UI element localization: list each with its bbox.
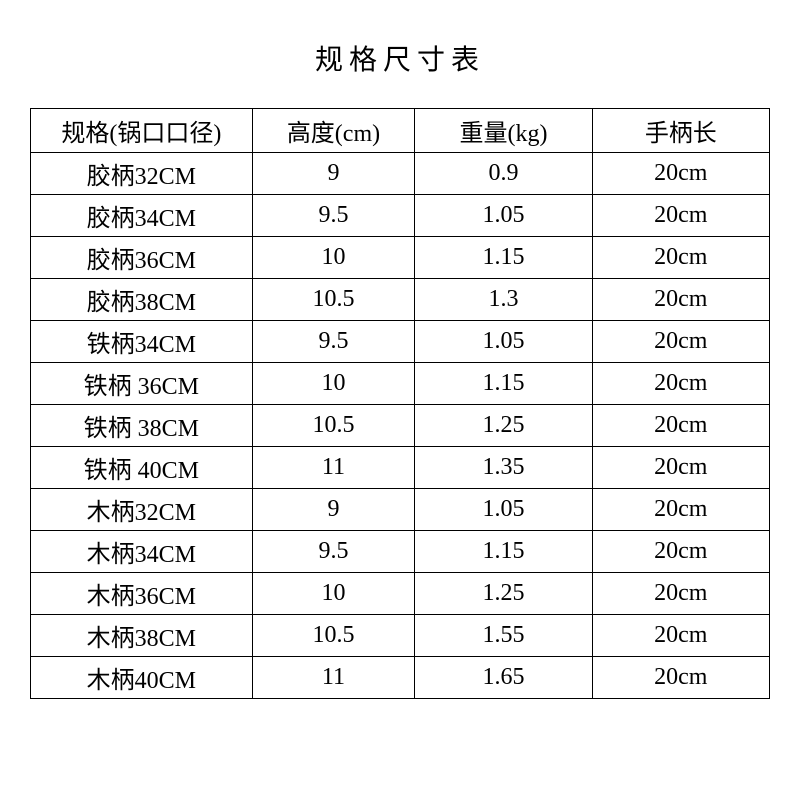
cell-weight: 0.9 [415, 153, 592, 195]
cell-handle: 20cm [592, 657, 769, 699]
cell-handle: 20cm [592, 321, 769, 363]
table-row: 铁柄 36CM 10 1.15 20cm [31, 363, 770, 405]
cell-height: 9.5 [252, 321, 415, 363]
cell-spec: 木柄34CM [31, 531, 253, 573]
page-title: 规格尺寸表 [315, 38, 485, 78]
cell-weight: 1.15 [415, 531, 592, 573]
cell-weight: 1.05 [415, 195, 592, 237]
cell-handle: 20cm [592, 489, 769, 531]
cell-weight: 1.65 [415, 657, 592, 699]
cell-spec: 铁柄 40CM [31, 447, 253, 489]
column-header-weight: 重量(kg) [415, 109, 592, 153]
cell-spec: 胶柄34CM [31, 195, 253, 237]
cell-spec: 木柄38CM [31, 615, 253, 657]
cell-spec: 木柄40CM [31, 657, 253, 699]
cell-height: 10 [252, 237, 415, 279]
cell-spec: 铁柄 38CM [31, 405, 253, 447]
column-header-spec: 规格(锅口口径) [31, 109, 253, 153]
cell-weight: 1.25 [415, 405, 592, 447]
table-row: 铁柄34CM 9.5 1.05 20cm [31, 321, 770, 363]
cell-height: 9 [252, 153, 415, 195]
cell-height: 10 [252, 363, 415, 405]
cell-handle: 20cm [592, 447, 769, 489]
cell-height: 9 [252, 489, 415, 531]
cell-height: 9.5 [252, 531, 415, 573]
cell-handle: 20cm [592, 195, 769, 237]
cell-spec: 胶柄36CM [31, 237, 253, 279]
table-row: 胶柄38CM 10.5 1.3 20cm [31, 279, 770, 321]
table-row: 铁柄 38CM 10.5 1.25 20cm [31, 405, 770, 447]
cell-handle: 20cm [592, 573, 769, 615]
cell-height: 10.5 [252, 405, 415, 447]
cell-weight: 1.15 [415, 363, 592, 405]
cell-height: 9.5 [252, 195, 415, 237]
cell-handle: 20cm [592, 279, 769, 321]
cell-spec: 铁柄 36CM [31, 363, 253, 405]
table-row: 木柄34CM 9.5 1.15 20cm [31, 531, 770, 573]
cell-weight: 1.25 [415, 573, 592, 615]
cell-handle: 20cm [592, 153, 769, 195]
table-row: 胶柄32CM 9 0.9 20cm [31, 153, 770, 195]
cell-spec: 木柄36CM [31, 573, 253, 615]
cell-handle: 20cm [592, 405, 769, 447]
cell-spec: 胶柄32CM [31, 153, 253, 195]
column-header-handle: 手柄长 [592, 109, 769, 153]
cell-handle: 20cm [592, 615, 769, 657]
column-header-height: 高度(cm) [252, 109, 415, 153]
table-row: 木柄40CM 11 1.65 20cm [31, 657, 770, 699]
cell-weight: 1.55 [415, 615, 592, 657]
cell-handle: 20cm [592, 237, 769, 279]
cell-height: 11 [252, 447, 415, 489]
cell-weight: 1.15 [415, 237, 592, 279]
cell-spec: 铁柄34CM [31, 321, 253, 363]
cell-height: 10.5 [252, 279, 415, 321]
cell-height: 10.5 [252, 615, 415, 657]
table-header-row: 规格(锅口口径) 高度(cm) 重量(kg) 手柄长 [31, 109, 770, 153]
cell-weight: 1.05 [415, 321, 592, 363]
cell-weight: 1.35 [415, 447, 592, 489]
table-row: 胶柄34CM 9.5 1.05 20cm [31, 195, 770, 237]
spec-table: 规格(锅口口径) 高度(cm) 重量(kg) 手柄长 胶柄32CM 9 0.9 … [30, 108, 770, 699]
cell-weight: 1.05 [415, 489, 592, 531]
table-body: 胶柄32CM 9 0.9 20cm 胶柄34CM 9.5 1.05 20cm 胶… [31, 153, 770, 699]
table-row: 木柄38CM 10.5 1.55 20cm [31, 615, 770, 657]
table-row: 铁柄 40CM 11 1.35 20cm [31, 447, 770, 489]
table-row: 木柄36CM 10 1.25 20cm [31, 573, 770, 615]
cell-height: 11 [252, 657, 415, 699]
cell-height: 10 [252, 573, 415, 615]
table-row: 胶柄36CM 10 1.15 20cm [31, 237, 770, 279]
cell-spec: 木柄32CM [31, 489, 253, 531]
cell-weight: 1.3 [415, 279, 592, 321]
cell-handle: 20cm [592, 531, 769, 573]
cell-handle: 20cm [592, 363, 769, 405]
table-row: 木柄32CM 9 1.05 20cm [31, 489, 770, 531]
cell-spec: 胶柄38CM [31, 279, 253, 321]
